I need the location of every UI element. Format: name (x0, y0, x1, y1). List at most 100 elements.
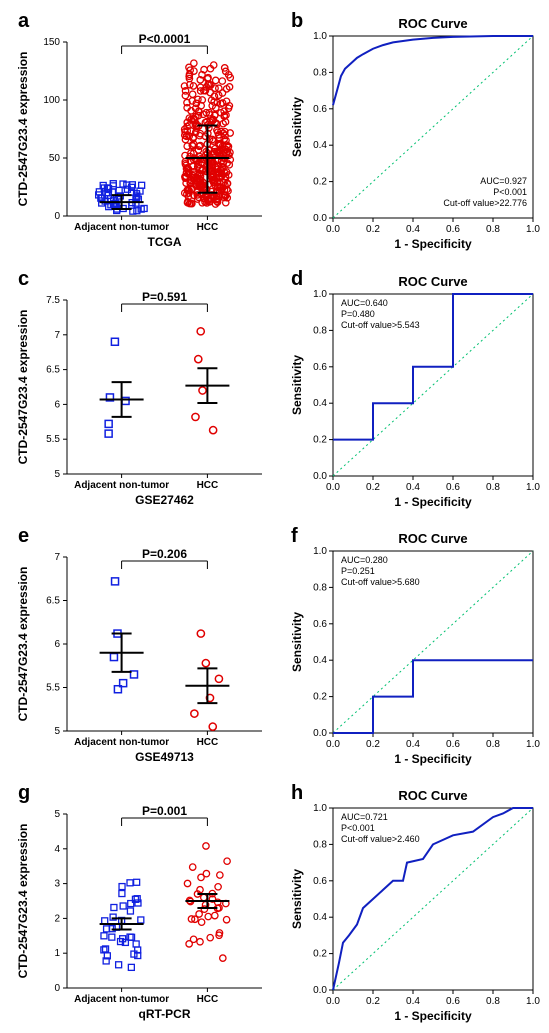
svg-text:3: 3 (54, 879, 60, 890)
svg-text:0.8: 0.8 (486, 996, 500, 1007)
svg-text:0.4: 0.4 (313, 140, 327, 151)
svg-text:0.8: 0.8 (313, 67, 327, 78)
panel-svg-g: 012345Adjacent non-tumorHCCCTD-2547G23.4… (12, 782, 272, 1028)
pvalue-g: P=0.001 (142, 804, 187, 818)
svg-text:7: 7 (54, 552, 60, 563)
panel-svg-f: ROC Curve0.00.00.20.20.40.40.60.60.80.81… (285, 525, 545, 771)
svg-text:1 - Specificity: 1 - Specificity (394, 237, 472, 251)
roc-stat-b-0: AUC=0.927 (480, 176, 527, 186)
svg-text:HCC: HCC (197, 994, 219, 1005)
svg-text:7: 7 (54, 330, 60, 341)
svg-text:0.8: 0.8 (486, 224, 500, 235)
svg-text:1: 1 (54, 948, 60, 959)
svg-text:0.6: 0.6 (446, 996, 460, 1007)
svg-text:CTD-2547G23.4 expression: CTD-2547G23.4 expression (16, 52, 30, 207)
panel-label-a: a (18, 10, 29, 33)
svg-text:0.2: 0.2 (366, 996, 380, 1007)
roc-stat-d-0: AUC=0.640 (341, 298, 388, 308)
svg-text:0.6: 0.6 (446, 739, 460, 750)
svg-text:1.0: 1.0 (526, 739, 540, 750)
svg-text:Adjacent non-tumor: Adjacent non-tumor (74, 480, 169, 491)
svg-text:HCC: HCC (197, 480, 219, 491)
svg-text:0: 0 (54, 983, 60, 994)
svg-text:0.0: 0.0 (326, 482, 340, 493)
panel-svg-c: 55.566.577.5Adjacent non-tumorHCCCTD-254… (12, 268, 272, 514)
svg-text:0.6: 0.6 (313, 362, 327, 373)
panel-d: dROC Curve0.00.00.20.20.40.40.60.60.80.8… (285, 268, 545, 514)
roc-stat-h-1: P<0.001 (341, 823, 375, 833)
panel-svg-e: 55.566.57Adjacent non-tumorHCCCTD-2547G2… (12, 525, 272, 771)
svg-text:1.0: 1.0 (313, 31, 327, 42)
svg-text:1 - Specificity: 1 - Specificity (394, 1009, 472, 1023)
svg-text:CTD-2547G23.4 expression: CTD-2547G23.4 expression (16, 310, 30, 465)
roc-stat-b-1: P<0.001 (493, 187, 527, 197)
svg-text:0.2: 0.2 (313, 177, 327, 188)
svg-text:1.0: 1.0 (526, 996, 540, 1007)
svg-text:5: 5 (54, 469, 60, 480)
roc-stat-f-1: P=0.251 (341, 566, 375, 576)
svg-text:1.0: 1.0 (526, 482, 540, 493)
panel-svg-a: 050100150Adjacent non-tumorHCCCTD-2547G2… (12, 10, 272, 256)
panel-h: hROC Curve0.00.00.20.20.40.40.60.60.80.8… (285, 782, 545, 1028)
svg-text:0.8: 0.8 (313, 839, 327, 850)
svg-text:1.0: 1.0 (526, 224, 540, 235)
svg-text:0.8: 0.8 (486, 482, 500, 493)
svg-text:1.0: 1.0 (313, 289, 327, 300)
svg-text:0.0: 0.0 (313, 985, 327, 996)
panel-svg-b: ROC Curve0.00.00.20.20.40.40.60.60.80.81… (285, 10, 545, 256)
svg-text:6: 6 (54, 399, 60, 410)
svg-text:1.0: 1.0 (313, 803, 327, 814)
svg-text:0.8: 0.8 (486, 739, 500, 750)
svg-text:Sensitivity: Sensitivity (290, 869, 304, 929)
svg-text:0.4: 0.4 (406, 224, 420, 235)
svg-text:Sensitivity: Sensitivity (290, 612, 304, 672)
panel-label-f: f (291, 525, 298, 548)
roc-title-f: ROC Curve (398, 531, 467, 546)
svg-text:0.8: 0.8 (313, 582, 327, 593)
svg-text:Sensitivity: Sensitivity (290, 97, 304, 157)
panel-a: a050100150Adjacent non-tumorHCCCTD-2547G… (12, 10, 272, 256)
pvalue-c: P=0.591 (142, 290, 187, 304)
svg-text:0.4: 0.4 (406, 739, 420, 750)
roc-title-h: ROC Curve (398, 788, 467, 803)
svg-text:CTD-2547G23.4 expression: CTD-2547G23.4 expression (16, 567, 30, 722)
svg-text:0.0: 0.0 (313, 471, 327, 482)
subtitle-a: TCGA (148, 235, 182, 249)
roc-title-d: ROC Curve (398, 274, 467, 289)
subtitle-e: GSE49713 (135, 750, 194, 764)
svg-text:5.5: 5.5 (46, 683, 60, 694)
svg-text:0.6: 0.6 (446, 224, 460, 235)
panel-label-g: g (18, 782, 30, 805)
svg-text:0.6: 0.6 (446, 482, 460, 493)
svg-text:0.2: 0.2 (366, 739, 380, 750)
panel-b: bROC Curve0.00.00.20.20.40.40.60.60.80.8… (285, 10, 545, 256)
roc-stat-h-2: Cut-off value>2.460 (341, 834, 420, 844)
svg-text:0.4: 0.4 (313, 912, 327, 923)
svg-text:4: 4 (54, 844, 60, 855)
svg-text:5: 5 (54, 726, 60, 737)
svg-text:HCC: HCC (197, 737, 219, 748)
roc-stat-f-2: Cut-off value>5.680 (341, 577, 420, 587)
roc-stat-f-0: AUC=0.280 (341, 555, 388, 565)
roc-stat-d-2: Cut-off value>5.543 (341, 320, 420, 330)
svg-text:0.0: 0.0 (313, 728, 327, 739)
svg-text:1 - Specificity: 1 - Specificity (394, 495, 472, 509)
pvalue-e: P=0.206 (142, 547, 187, 561)
panel-label-c: c (18, 268, 29, 291)
svg-text:1 - Specificity: 1 - Specificity (394, 752, 472, 766)
svg-text:0.4: 0.4 (406, 996, 420, 1007)
panel-label-b: b (291, 10, 303, 33)
svg-text:6.5: 6.5 (46, 596, 60, 607)
svg-text:0.4: 0.4 (313, 398, 327, 409)
panel-f: fROC Curve0.00.00.20.20.40.40.60.60.80.8… (285, 525, 545, 771)
svg-text:6: 6 (54, 639, 60, 650)
svg-text:0.0: 0.0 (313, 213, 327, 224)
svg-text:2: 2 (54, 913, 60, 924)
svg-text:0.2: 0.2 (313, 949, 327, 960)
svg-text:0.6: 0.6 (313, 619, 327, 630)
roc-stat-d-1: P=0.480 (341, 309, 375, 319)
subtitle-g: qRT-PCR (139, 1007, 191, 1021)
svg-text:0.2: 0.2 (366, 224, 380, 235)
panel-label-h: h (291, 782, 303, 805)
svg-text:0.8: 0.8 (313, 325, 327, 336)
